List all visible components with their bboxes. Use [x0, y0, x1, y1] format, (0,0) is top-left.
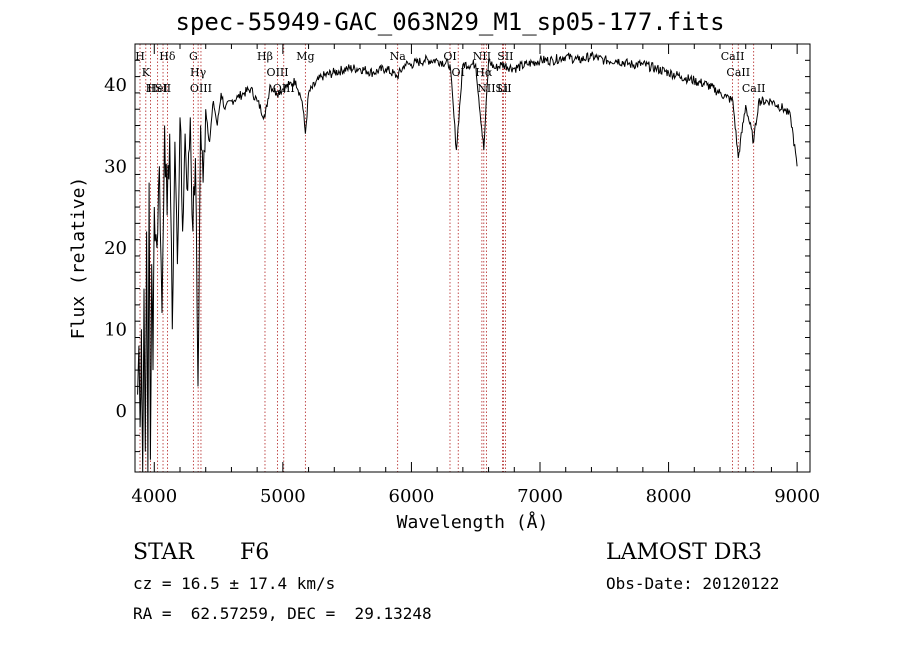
x-tick-label: 7000 — [517, 486, 563, 507]
line-label-sii: SII — [495, 82, 511, 95]
line-label-sii: SII — [497, 50, 513, 63]
line-label-h: H — [146, 82, 156, 95]
line-label-mg: Mg — [296, 50, 314, 63]
line-label-oiii: OIII — [267, 66, 289, 79]
x-axis-ticks: 4000 5000 6000 7000 8000 9000 — [131, 44, 820, 507]
x-axis-label: Wavelength (Å) — [397, 511, 549, 533]
spectrum-series-line — [137, 51, 798, 473]
observation-date: Obs-Date: 20120122 — [606, 574, 780, 593]
coordinates: RA = 62.57259, DEC = 29.13248 — [133, 604, 432, 623]
line-label-li: Li — [497, 82, 508, 95]
line-label-oi: OI — [443, 50, 456, 63]
line-label-nii: NII — [477, 82, 495, 95]
y-tick-label: 40 — [104, 75, 127, 96]
x-tick-label: 6000 — [389, 486, 435, 507]
line-label-hγ: Hγ — [190, 66, 207, 79]
x-tick-label: 9000 — [774, 486, 820, 507]
x-tick-label: 8000 — [646, 486, 692, 507]
line-label-g: G — [189, 50, 198, 63]
line-label-oiii: OIII — [190, 82, 212, 95]
line-label-hα: Hα — [475, 66, 493, 79]
y-tick-label: 10 — [104, 319, 127, 340]
y-tick-label: 30 — [104, 156, 127, 177]
survey-name: LAMOST DR3 — [606, 540, 762, 565]
line-label-caii: CaII — [726, 66, 750, 79]
y-tick-label: 0 — [116, 401, 127, 422]
x-tick-label: 4000 — [131, 486, 177, 507]
plot-area-frame — [134, 43, 811, 473]
x-tick-label: 5000 — [260, 486, 306, 507]
redshift-cz: cz = 16.5 ± 17.4 km/s — [133, 574, 336, 593]
line-label-nii: NII — [473, 50, 491, 63]
y-tick-label: 20 — [104, 238, 127, 259]
line-label-caii: CaII — [742, 82, 766, 95]
y-axis-ticks: 0 10 20 30 40 — [104, 43, 810, 453]
line-label-h: H — [135, 50, 145, 63]
object-type: STAR — [133, 540, 194, 565]
chart-title: spec-55949-GAC_063N29_M1_sp05-177.fits — [175, 8, 725, 36]
line-label-hβ: Hβ — [257, 50, 273, 63]
y-axis-label: Flux (relative) — [68, 177, 89, 340]
line-label-sii: SII — [155, 82, 171, 95]
spectral-line-markers — [139, 44, 755, 472]
line-label-caii: CaII — [721, 50, 745, 63]
line-label-hei: HeI — [147, 82, 167, 95]
line-label-na: Na — [390, 50, 407, 63]
subclass: F6 — [240, 540, 270, 565]
line-label-hδ: Hδ — [159, 50, 176, 63]
line-label-k: K — [142, 66, 151, 79]
